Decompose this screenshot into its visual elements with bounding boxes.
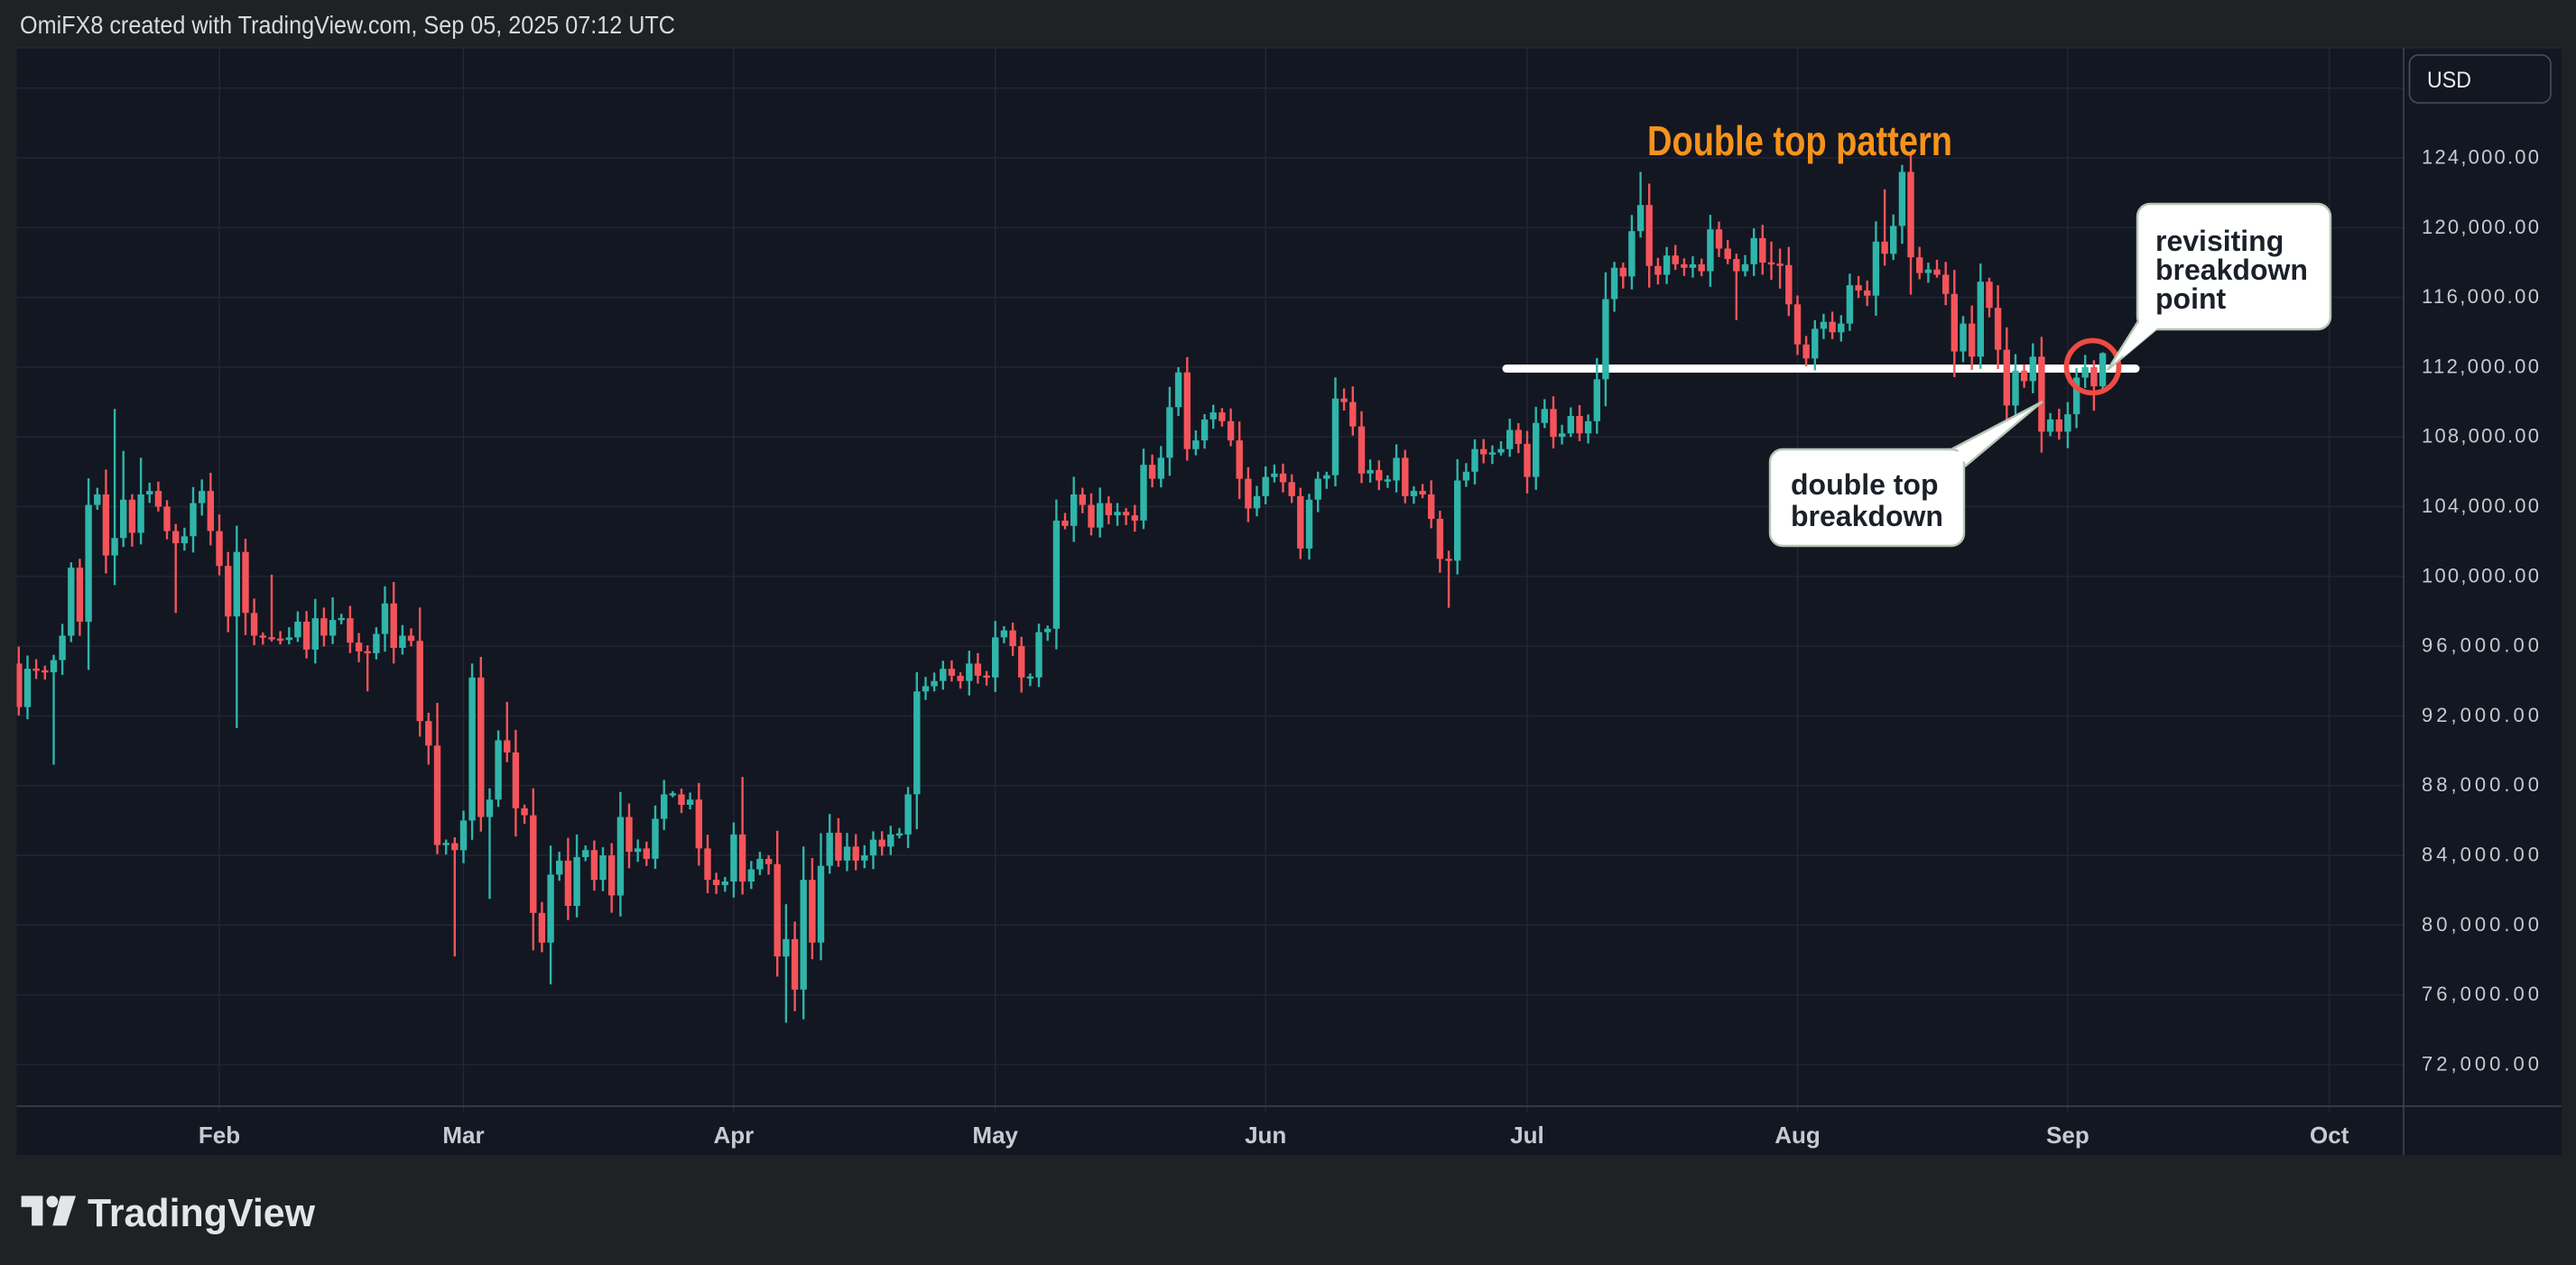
svg-text:TradingView: TradingView: [88, 1191, 316, 1235]
svg-text:Apr: Apr: [714, 1122, 755, 1149]
svg-text:Double top pattern: Double top pattern: [1647, 117, 1952, 164]
svg-text:double top: double top: [1791, 468, 1939, 501]
svg-text:revisiting: revisiting: [2155, 225, 2284, 257]
svg-text:88,000.00: 88,000.00: [2422, 773, 2539, 796]
svg-text:96,000.00: 96,000.00: [2422, 634, 2539, 657]
svg-text:Jul: Jul: [1510, 1122, 1544, 1149]
svg-text:116,000.00: 116,000.00: [2422, 285, 2539, 308]
svg-text:May: May: [972, 1122, 1018, 1149]
svg-text:Mar: Mar: [442, 1122, 484, 1149]
svg-text:Aug: Aug: [1774, 1122, 1821, 1149]
svg-text:84,000.00: 84,000.00: [2422, 844, 2539, 866]
svg-text:USD: USD: [2427, 68, 2471, 93]
svg-text:80,000.00: 80,000.00: [2422, 913, 2539, 936]
svg-text:OmiFX8 created with TradingVie: OmiFX8 created with TradingView.com, Sep…: [20, 11, 675, 39]
svg-text:Oct: Oct: [2310, 1122, 2349, 1149]
svg-text:76,000.00: 76,000.00: [2422, 983, 2539, 1005]
svg-text:Sep: Sep: [2046, 1122, 2090, 1149]
svg-text:breakdown: breakdown: [1791, 500, 1943, 532]
svg-text:Feb: Feb: [199, 1122, 240, 1149]
svg-text:breakdown: breakdown: [2155, 254, 2308, 286]
svg-text:92,000.00: 92,000.00: [2422, 704, 2539, 726]
svg-text:112,000.00: 112,000.00: [2422, 355, 2539, 377]
svg-text:72,000.00: 72,000.00: [2422, 1052, 2539, 1075]
svg-text:Jun: Jun: [1245, 1122, 1286, 1149]
svg-text:point: point: [2155, 282, 2227, 315]
